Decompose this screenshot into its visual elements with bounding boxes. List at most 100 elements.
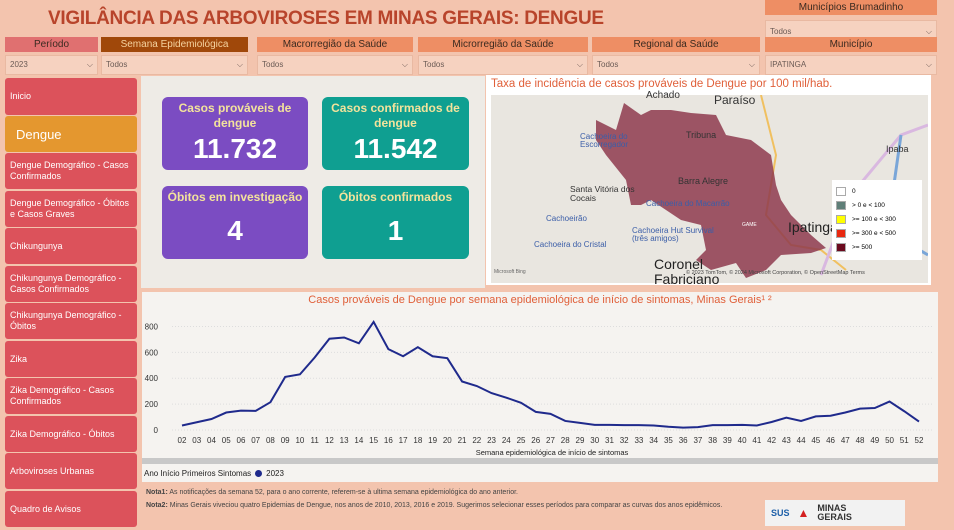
line-chart[interactable]: Casos prováveis de Dengue por semana epi…: [142, 292, 938, 462]
sidebar-item-label: Zika Demográfico - Óbitos: [10, 428, 115, 439]
y-tick-label: 800: [145, 322, 159, 331]
sidebar-item-5[interactable]: Chikungunya Demográfico - Casos Confirma…: [5, 266, 137, 302]
sidebar-item-label: Dengue Demográfico - Óbitos e Casos Grav…: [10, 198, 130, 219]
map-title: Taxa de incidência de casos prováveis de…: [491, 78, 833, 90]
map-place-label: Achado: [646, 90, 680, 101]
map-place-label: Ipaba: [886, 144, 909, 154]
sidebar-item-7[interactable]: Zika: [5, 341, 137, 377]
filter-value: Todos: [262, 60, 284, 69]
kpi-probable-cases: Casos prováveis de dengue 11.732: [162, 97, 308, 170]
filter-0[interactable]: Período 2023 ⌵: [5, 37, 98, 75]
map-place-label: Paraíso: [714, 93, 756, 107]
minas-gerais-logo: MINAS GERAIS: [817, 503, 852, 522]
x-tick-label: 08: [266, 436, 275, 445]
map-place-label: Cachoeirão: [546, 214, 587, 223]
sidebar-item-label: Inicio: [10, 91, 32, 101]
x-tick-label: 37: [693, 436, 702, 445]
map-place-label: Barra Alegre: [678, 176, 729, 186]
filter-1[interactable]: Semana Epidemiológica Todos ⌵: [101, 37, 248, 75]
x-tick-label: 40: [738, 436, 747, 445]
sidebar-item-6[interactable]: Chikungunya Demográfico - Óbitos: [5, 303, 137, 339]
sidebar-item-0[interactable]: Inicio: [5, 78, 137, 115]
sidebar-item-label: Chikungunya Demográfico - Óbitos: [10, 310, 122, 331]
x-tick-label: 25: [517, 436, 526, 445]
filter-value: Todos: [770, 27, 792, 36]
sus-logo: SUS: [771, 508, 790, 518]
filter-value: Todos: [423, 60, 445, 69]
sidebar-item-label: Dengue Demográfico - Casos Confirmados: [10, 160, 129, 181]
sidebar-item-9[interactable]: Zika Demográfico - Óbitos: [5, 416, 137, 452]
page-title: VIGILÂNCIA DAS ARBOVIROSES EM MINAS GERA…: [48, 8, 604, 29]
x-tick-label: 34: [649, 436, 658, 445]
x-tick-label: 20: [443, 436, 452, 445]
x-tick-label: 36: [679, 436, 688, 445]
x-tick-label: 23: [487, 436, 496, 445]
x-tick-label: 14: [354, 436, 363, 445]
x-tick-label: 03: [192, 436, 201, 445]
x-tick-label: 44: [797, 436, 806, 445]
x-tick-label: 28: [561, 436, 570, 445]
x-tick-label: 06: [237, 436, 246, 445]
sidebar-item-label: Chikungunya: [10, 240, 63, 251]
legend-dot-icon: [255, 470, 263, 477]
chevron-down-icon: ⌵: [576, 60, 583, 69]
y-tick-label: 600: [145, 348, 159, 357]
notes: Nota1: As notificações da semana 52, par…: [146, 489, 723, 509]
mg-triangle-icon: ▲: [797, 506, 810, 520]
sidebar-item-8[interactable]: Zika Demográfico - Casos Confirmados: [5, 378, 137, 414]
legend-swatch: [836, 214, 846, 224]
map-place-label: Cachoeira do Macarrão: [646, 199, 730, 208]
sidebar-item-10[interactable]: Arboviroses Urbanas: [5, 453, 137, 489]
sidebar-item-1[interactable]: Dengue: [5, 116, 137, 152]
map-attribution[interactable]: © 2023 TomTom, © 2024 Microsoft Corporat…: [686, 270, 865, 276]
x-tick-label: 32: [620, 436, 629, 445]
x-tick-label: 11: [311, 436, 320, 445]
x-tick-label: 35: [664, 436, 673, 445]
chevron-down-icon: ⌵: [236, 60, 243, 69]
map-place-label: Coronel Fabriciano: [654, 256, 720, 287]
legend-swatch: [836, 242, 846, 252]
chart-scrollbar[interactable]: [142, 458, 938, 464]
x-tick-label: 45: [811, 436, 820, 445]
x-tick-label: 19: [428, 436, 437, 445]
filter-label: Semana Epidemiológica: [101, 37, 248, 52]
x-tick-label: 26: [531, 436, 540, 445]
bing-logo: Microsoft Bing: [494, 269, 526, 275]
map-place-label: GAME: [742, 222, 757, 228]
legend-item: 0: [836, 184, 918, 198]
legend-item: >= 100 e < 300: [836, 212, 918, 226]
sidebar-item-3[interactable]: Dengue Demográfico - Óbitos e Casos Grav…: [5, 191, 137, 227]
filter-value: Todos: [597, 60, 619, 69]
legend-item: >= 300 e < 500: [836, 226, 918, 240]
x-tick-label: 10: [295, 436, 304, 445]
incidence-map[interactable]: Taxa de incidência de casos prováveis de…: [486, 75, 931, 287]
filter-2[interactable]: Macrorregião da Saúde Todos ⌵: [257, 37, 413, 75]
filter-label: Microrregião da Saúde: [418, 37, 588, 52]
municipality-polygon: [596, 103, 826, 278]
sidebar-item-4[interactable]: Chikungunya: [5, 228, 137, 264]
y-tick-label: 200: [145, 400, 159, 409]
chart-legend: Ano Início Primeiros Sintomas 2023: [144, 469, 284, 478]
x-tick-label: 12: [325, 436, 334, 445]
filter-value: IPATINGA: [770, 60, 807, 69]
map-legend: 0 > 0 e < 100 >= 100 e < 300 >= 300 e < 500…: [832, 180, 922, 260]
x-tick-label: 13: [340, 436, 349, 445]
x-tick-label: 04: [207, 436, 216, 445]
sidebar-item-11[interactable]: Quadro de Avisos: [5, 491, 137, 527]
map-place-label: Cachoeira Hut Survival (três amigos): [632, 226, 714, 244]
map-place-label: Cachoeira do Cristal: [534, 240, 607, 249]
filter-3[interactable]: Microrregião da Saúde Todos ⌵: [418, 37, 588, 75]
filter-value: 2023: [10, 60, 28, 69]
map-place-label: Santa Vitória dos Cocais: [570, 184, 635, 203]
x-tick-label: 15: [369, 436, 378, 445]
sidebar-item-2[interactable]: Dengue Demográfico - Casos Confirmados: [5, 153, 137, 189]
x-tick-label: 07: [251, 436, 260, 445]
x-tick-label: 38: [708, 436, 717, 445]
x-tick-label: 42: [767, 436, 776, 445]
brumadinho-filter[interactable]: Municípios Brumadinho Todos ⌵: [765, 0, 937, 42]
x-tick-label: 52: [915, 436, 924, 445]
filter-5[interactable]: Município IPATINGA ⌵: [765, 37, 937, 75]
filter-4[interactable]: Regional da Saúde Todos ⌵: [592, 37, 760, 75]
series-line-2023: [181, 320, 920, 429]
y-tick-label: 400: [145, 374, 159, 383]
